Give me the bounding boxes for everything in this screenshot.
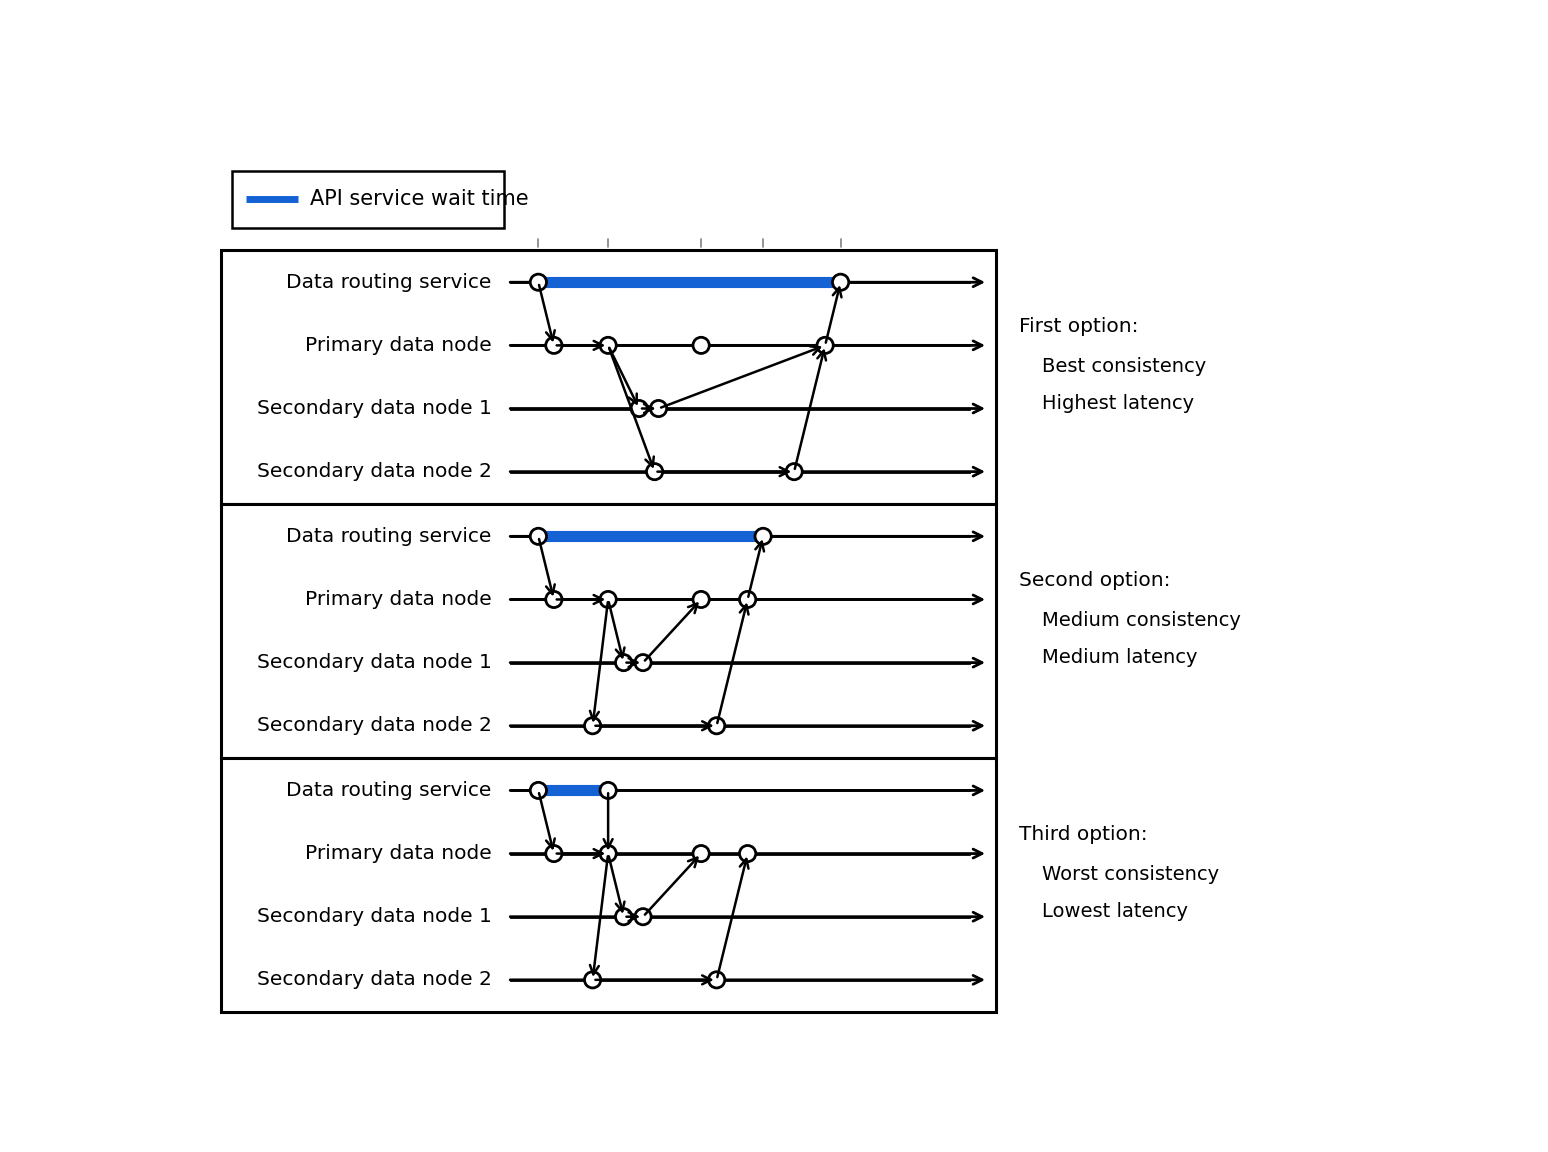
Circle shape (601, 846, 616, 862)
Circle shape (601, 591, 616, 607)
Circle shape (755, 529, 771, 545)
Text: Medium consistency: Medium consistency (1042, 611, 1241, 630)
Circle shape (786, 463, 802, 479)
Circle shape (817, 338, 833, 354)
Circle shape (531, 782, 546, 798)
Text: Secondary data node 1: Secondary data node 1 (257, 653, 492, 672)
Circle shape (635, 909, 652, 925)
FancyBboxPatch shape (221, 758, 995, 1013)
Circle shape (709, 972, 724, 988)
Circle shape (740, 846, 755, 862)
Text: Data routing service: Data routing service (286, 273, 492, 291)
Text: Secondary data node 2: Secondary data node 2 (257, 462, 492, 482)
Circle shape (632, 401, 647, 417)
Circle shape (601, 782, 616, 798)
Circle shape (531, 529, 546, 545)
Circle shape (740, 591, 755, 607)
Text: Secondary data node 2: Secondary data node 2 (257, 970, 492, 990)
Text: Medium latency: Medium latency (1042, 647, 1198, 667)
Circle shape (694, 591, 709, 607)
Text: Highest latency: Highest latency (1042, 394, 1194, 412)
Text: Secondary data node 2: Secondary data node 2 (257, 717, 492, 735)
Text: First option:: First option: (1019, 317, 1138, 335)
Text: Third option:: Third option: (1019, 825, 1147, 843)
Circle shape (546, 338, 562, 354)
Text: Primary data node: Primary data node (305, 590, 492, 609)
Circle shape (531, 274, 546, 290)
Text: Primary data node: Primary data node (305, 336, 492, 355)
Circle shape (546, 591, 562, 607)
FancyBboxPatch shape (232, 170, 503, 228)
Circle shape (694, 338, 709, 354)
Text: Secondary data node 1: Secondary data node 1 (257, 908, 492, 926)
Circle shape (635, 654, 652, 670)
FancyBboxPatch shape (221, 503, 995, 758)
FancyBboxPatch shape (221, 250, 995, 503)
Text: Data routing service: Data routing service (286, 526, 492, 546)
Circle shape (616, 654, 632, 670)
Text: Worst consistency: Worst consistency (1042, 865, 1220, 884)
Circle shape (585, 972, 601, 988)
Text: Lowest latency: Lowest latency (1042, 902, 1189, 920)
Text: API service wait time: API service wait time (310, 189, 528, 210)
Text: Data routing service: Data routing service (286, 781, 492, 799)
Text: Best consistency: Best consistency (1042, 357, 1206, 376)
Circle shape (833, 274, 848, 290)
Circle shape (616, 909, 632, 925)
Circle shape (601, 338, 616, 354)
Text: Second option:: Second option: (1019, 570, 1170, 590)
Circle shape (647, 463, 663, 479)
Text: Primary data node: Primary data node (305, 844, 492, 863)
Text: Secondary data node 1: Secondary data node 1 (257, 399, 492, 418)
Circle shape (585, 718, 601, 734)
Circle shape (694, 846, 709, 862)
Circle shape (650, 401, 667, 417)
Circle shape (546, 846, 562, 862)
Circle shape (709, 718, 724, 734)
